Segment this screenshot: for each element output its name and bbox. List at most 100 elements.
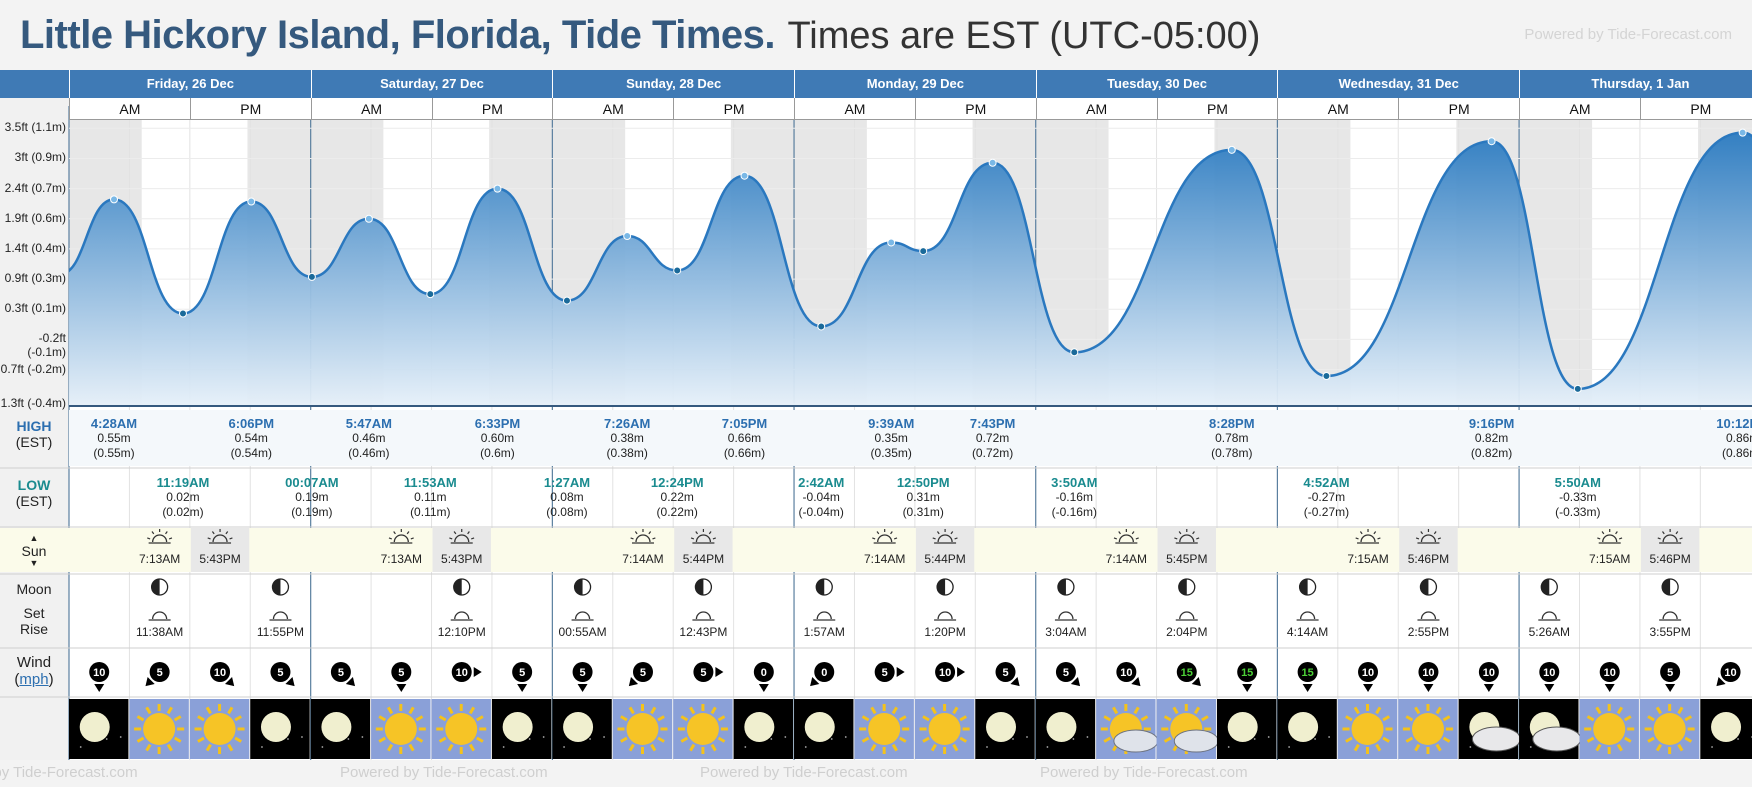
sun-ray [1684,715,1693,722]
high-tide-point [988,158,997,167]
tide-series [69,128,1752,406]
wind-arrow-icon [94,684,105,692]
sun-ray [680,736,689,743]
sun-disc [143,713,176,745]
sunset-icon-ray [695,531,699,535]
moon-disc [1227,712,1258,742]
wind-arrow-head [1363,684,1374,692]
sunset-time: 5:46PM [1649,552,1691,566]
sun-ray [234,736,242,743]
moon-phase-icon [1178,578,1196,596]
cloud [1113,729,1159,753]
star [361,736,364,738]
sunrise-icon-ray [151,531,155,535]
high-tide-cell-text: 10:12PM [1716,416,1752,431]
sunset-icon-ray [690,537,695,540]
sunset-icon-arc [1179,534,1195,543]
high-tide-point [110,195,119,204]
left-column [0,70,69,760]
sunrise-time: 7:14AM [1105,552,1148,566]
wind-arrow-icon [1302,684,1313,692]
low-tide-cell-text: -0.33m [1559,490,1597,504]
moon-horizon-arc [151,611,168,620]
moon-phase-icon [1661,578,1679,596]
ampm-label: AM [1519,98,1640,120]
low-tide-cell-text: 12:50PM [896,475,950,490]
wind-badge [1478,662,1499,682]
moon-phase-shadow [1299,579,1308,595]
moon-time: 2:04PM [1166,625,1208,639]
high-tide-cell-text: 5:47AM [345,416,392,431]
high-tide-cell-text: 9:39AM [868,416,915,431]
sunset-icon-ray [932,537,936,540]
wind-arrow-head [517,684,528,692]
high-tide-point [1738,128,1747,137]
sunset-icon-ray [1662,531,1665,535]
wind-badge [1055,662,1076,682]
low-tide-cell-text: (-0.33m) [1555,505,1601,519]
moon-disc [79,712,110,742]
wind-speed: 10 [1422,667,1434,679]
low-tide-cell: 5:50AM -0.33m (-0.33m) [1538,475,1618,520]
wind-badge [874,662,895,682]
sun-icon [1644,704,1695,754]
sunrise-time: 7:14AM [863,552,906,566]
sun-ray [468,743,476,752]
low-tide-cell-text: 11:19AM [156,475,210,490]
wind-arrow-icon [1665,684,1676,692]
sun-icon [436,704,487,754]
sun-ray [922,715,930,722]
sun-icon [617,704,668,754]
star [1046,746,1049,748]
ampm-label: PM [431,98,553,120]
wind-arrow-head [577,684,588,692]
y-tick-label: 0.9ft (0.3m) [4,271,66,286]
moon-horizon-arc [1662,611,1678,620]
mph-link[interactable]: mph [19,671,49,688]
y-tick-label: 0.3ft (0.1m) [4,301,66,316]
sun-ray [959,736,967,743]
sunset-icon-ray [225,531,229,535]
sun-icon [859,704,910,754]
sun-ray [861,715,870,722]
wind-arrow-head [758,684,769,692]
moonrise-icon [813,611,836,621]
moon-icon [563,712,605,748]
moon-icon [321,712,364,748]
star [830,738,833,740]
sun-ray [1616,743,1624,752]
moonrise-icon [269,611,292,621]
sunset-icon-ray [467,531,470,535]
sunrise-icon [147,529,173,544]
sun-ray [922,736,930,743]
wind-arrow-icon [628,676,639,687]
sun-icon [919,704,970,754]
sun-ray [891,706,898,715]
powered-by-link[interactable]: Powered by Tide-Forecast.com [1524,26,1732,43]
sunrise-icon-ray [890,531,893,535]
cloud [1471,726,1521,752]
sunrise-icon [1113,529,1139,544]
high-tide-cell-text: 0.78m [1215,431,1249,445]
sunrise-icon-ray [634,531,638,535]
high-row-label-text: (EST) [15,434,53,450]
sunset-icon-ray [1196,537,1200,540]
star [1529,746,1532,748]
high-tide-cell: 8:28PM 0.78m (0.78m) [1192,416,1272,461]
star [804,746,807,748]
wind-arrow-icon [758,684,769,692]
day-header: Friday, 26 Dec [69,70,311,98]
sun-ray [476,715,484,722]
sunset-icon [1174,529,1200,544]
moon-disc [804,712,835,742]
wind-arrow-head [345,676,356,687]
ampm-label: AM [310,98,432,120]
wind-speed: 10 [1543,667,1555,679]
sunset-icon [690,529,716,544]
sun-ray [870,706,877,715]
ampm-label: PM [914,98,1036,120]
moon-icon [1227,712,1270,748]
sun-row-label-text: ▼ [29,558,39,568]
wind-badge [1720,662,1741,682]
sunset-icon-ray [207,537,211,540]
